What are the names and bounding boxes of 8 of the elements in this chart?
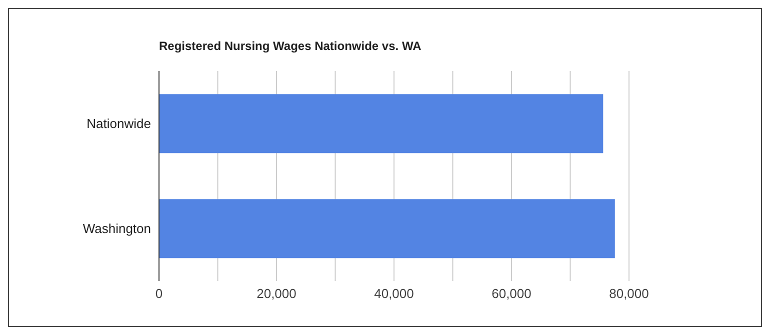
y-tick-label: Washington [82, 221, 151, 236]
x-tick-label: 0 [155, 286, 163, 302]
chart-title: Registered Nursing Wages Nationwide vs. WA [159, 39, 422, 53]
x-tick-label: 80,000 [609, 286, 649, 302]
x-tick-label: 20,000 [256, 286, 296, 302]
x-tick-label: 40,000 [374, 286, 414, 302]
y-tick-label: Nationwide [86, 116, 151, 132]
x-tick-label: 60,000 [492, 286, 532, 302]
